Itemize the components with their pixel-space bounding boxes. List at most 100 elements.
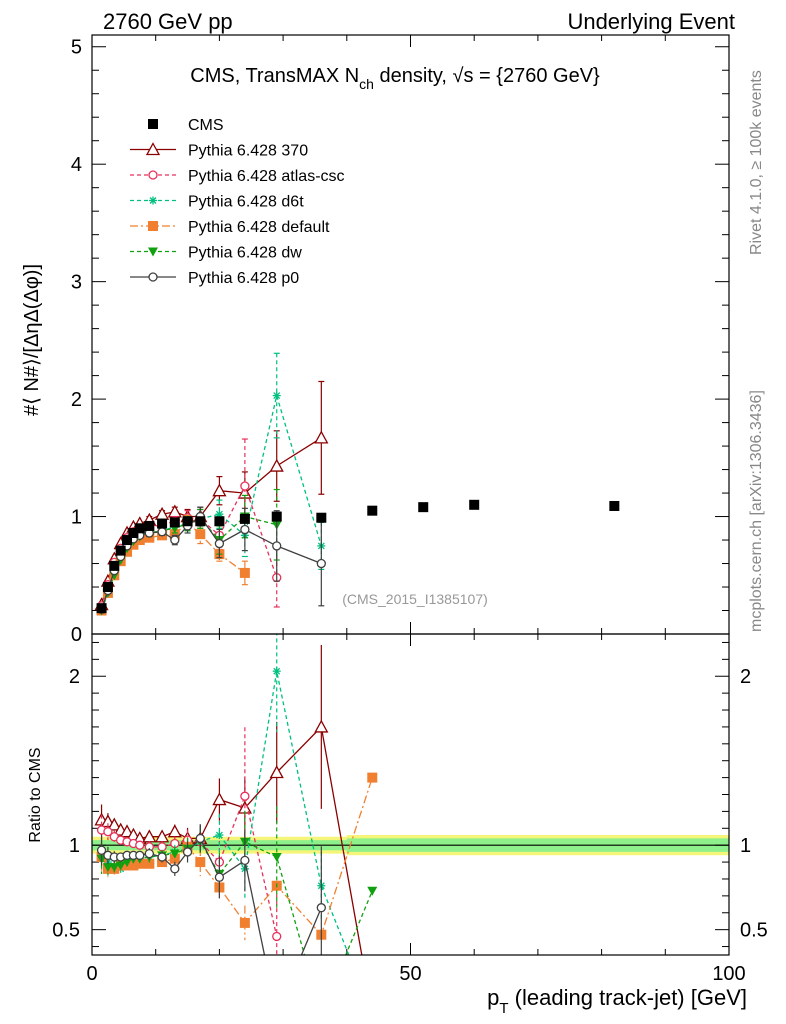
y-tick-label-main: 4 (71, 154, 82, 176)
ratio-point (314, 719, 329, 733)
ratio-tick-label-left: 2 (69, 666, 80, 688)
cms-data-point (157, 518, 168, 529)
star-stroke (149, 197, 157, 204)
ratio-point (272, 667, 281, 676)
ratio-point (269, 765, 284, 779)
ratio-point (240, 791, 250, 801)
cms-data-point (469, 499, 480, 510)
legend-marker (148, 170, 158, 180)
rivet-version-label: Rivet 4.1.0, ≥ 100k events (748, 70, 765, 255)
ratio-point (135, 840, 145, 850)
data-point (240, 524, 250, 535)
cms-data-series (96, 499, 620, 614)
ratio-point (195, 857, 206, 868)
ratio-point (214, 872, 225, 882)
ratio-tick-label-left: 1 (69, 835, 80, 857)
ratio-point (157, 852, 167, 862)
star-stroke (215, 510, 223, 518)
data-point (316, 558, 326, 569)
ratio-point (272, 931, 282, 942)
legend-marker (148, 221, 158, 231)
ratio-point (144, 858, 155, 869)
cms-data-point (239, 513, 250, 524)
ratio-point (115, 861, 126, 871)
chart-title: CMS, TransMAX Nch density, √s = {2760 Ge… (190, 65, 600, 92)
legend-marker (148, 119, 158, 129)
y-axis-label-ratio: Ratio to CMS (27, 747, 44, 842)
ratio-point (128, 860, 139, 871)
ratio-point (157, 842, 167, 852)
ratio-point (239, 917, 250, 928)
main-series-line (100, 437, 322, 605)
mcplots-label: mcplots.cern.ch [arXiv:1306.3436] (748, 390, 765, 632)
star-stroke (273, 667, 281, 675)
legend-label: Pythia 6.428 p0 (188, 270, 299, 287)
ratio-point (169, 849, 180, 859)
ratio-point (367, 772, 378, 783)
ratio-panel-series (94, 634, 378, 955)
legend-entry-4: Pythia 6.428 default (130, 219, 330, 236)
ratio-series-line (101, 725, 363, 955)
y-tick-label-main: 1 (71, 507, 82, 529)
y-tick-label-main: 3 (71, 272, 82, 294)
ratio-point (135, 850, 145, 860)
y-axis-label-main: #⟨ N#⟩/[ΔηΔ(Δφ)] (21, 264, 43, 416)
data-point (269, 458, 284, 472)
cms-data-point (115, 545, 126, 556)
data-point (170, 535, 180, 545)
ratio-point (107, 817, 122, 831)
ratio-point (134, 858, 145, 869)
ratio-point (109, 863, 120, 873)
data-point (169, 529, 180, 540)
ratio-point (212, 792, 227, 806)
data-point (212, 483, 227, 497)
ratio-series-5 (96, 824, 326, 955)
ratio-point (367, 886, 378, 896)
cms-data-point (134, 523, 145, 534)
cms-data-point (102, 582, 113, 593)
cms-data-point (122, 535, 133, 546)
ratio-point (122, 858, 133, 868)
ratio-series-2 (97, 634, 350, 955)
data-point (214, 538, 225, 549)
cms-data-point (128, 527, 139, 538)
legend-marker (149, 196, 157, 205)
data-point (239, 567, 250, 578)
cms-data-point (109, 560, 120, 571)
main-panel-series (94, 352, 620, 616)
legend-label: Pythia 6.428 d6t (188, 194, 304, 211)
legend-label: Pythia 6.428 dw (188, 245, 302, 262)
ratio-series-group (94, 634, 378, 955)
header-left: 2760 GeV pp (103, 9, 233, 34)
cms-data-point (418, 502, 429, 513)
legend-entry-2: Pythia 6.428 atlas-csc (130, 168, 345, 185)
x-tick-label: 0 (86, 963, 97, 985)
ratio-point (103, 827, 113, 837)
ratio-point (240, 855, 250, 866)
ratio-panel-frame (91, 633, 730, 956)
ratio-tick-label-left: 0.5 (52, 920, 80, 942)
cms-data-point (182, 516, 193, 527)
ratio-point (316, 903, 326, 913)
data-point (157, 527, 167, 537)
legend-marker (145, 142, 161, 156)
cms-data-point (316, 512, 327, 523)
data-point (272, 541, 282, 551)
ratio-tick-label-right: 1 (740, 835, 751, 857)
cms-data-point (367, 505, 378, 516)
x-axis-label: pT (leading track-jet) [GeV] (487, 985, 747, 1017)
cms-uncertainty-band (92, 835, 729, 856)
cms-data-point (271, 511, 282, 522)
cms-data-point (609, 500, 620, 511)
legend-entry-0: CMS (148, 117, 224, 134)
legend-marker (148, 247, 158, 257)
legend: CMS Pythia 6.428 370 Pythia 6.428 atlas-cs… (130, 117, 345, 287)
main-series-2 (97, 352, 326, 614)
legend-label: Pythia 6.428 default (188, 219, 330, 236)
cms-data-point (214, 516, 225, 527)
legend-entry-1: Pythia 6.428 370 (130, 142, 308, 160)
ratio-point (195, 833, 205, 844)
data-point (272, 391, 281, 400)
header-right: Underlying Event (567, 9, 735, 34)
